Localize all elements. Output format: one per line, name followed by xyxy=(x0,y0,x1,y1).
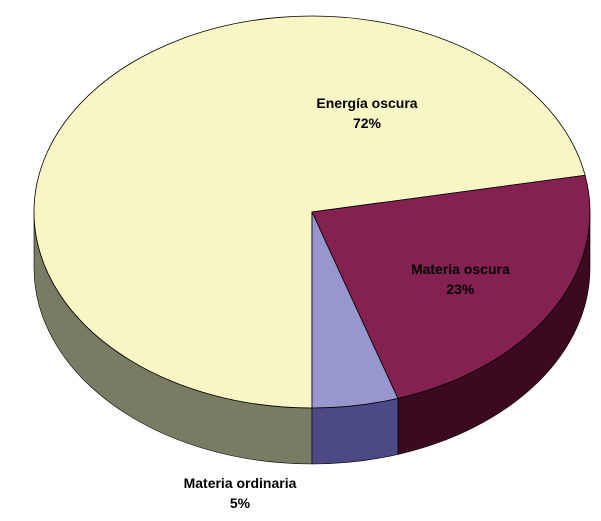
slice-name-materia-ordinaria: Materia ordinaria xyxy=(184,475,297,491)
slice-label-materia-oscura: Materia oscura 23% xyxy=(411,261,510,297)
slice-name-energia-oscura: Energía oscura xyxy=(316,95,417,111)
pie-tops xyxy=(33,15,591,409)
pie-slice-materia-ordinaria xyxy=(311,211,399,409)
pie-sides xyxy=(33,211,591,465)
slice-value-materia-oscura: 23% xyxy=(446,281,475,297)
slice-value-materia-ordinaria: 5% xyxy=(230,495,251,511)
slice-name-materia-oscura: Materia oscura xyxy=(411,261,510,277)
pie-slice-materia-oscura xyxy=(311,174,591,399)
pie-slice-energia-oscura xyxy=(33,15,586,409)
slice-label-energia-oscura: Energía oscura 72% xyxy=(316,95,417,131)
slice-value-energia-oscura: 72% xyxy=(353,115,382,131)
slice-label-materia-ordinaria: Materia ordinaria 5% xyxy=(184,475,297,511)
pie-side-materia-ordinaria xyxy=(311,398,399,465)
